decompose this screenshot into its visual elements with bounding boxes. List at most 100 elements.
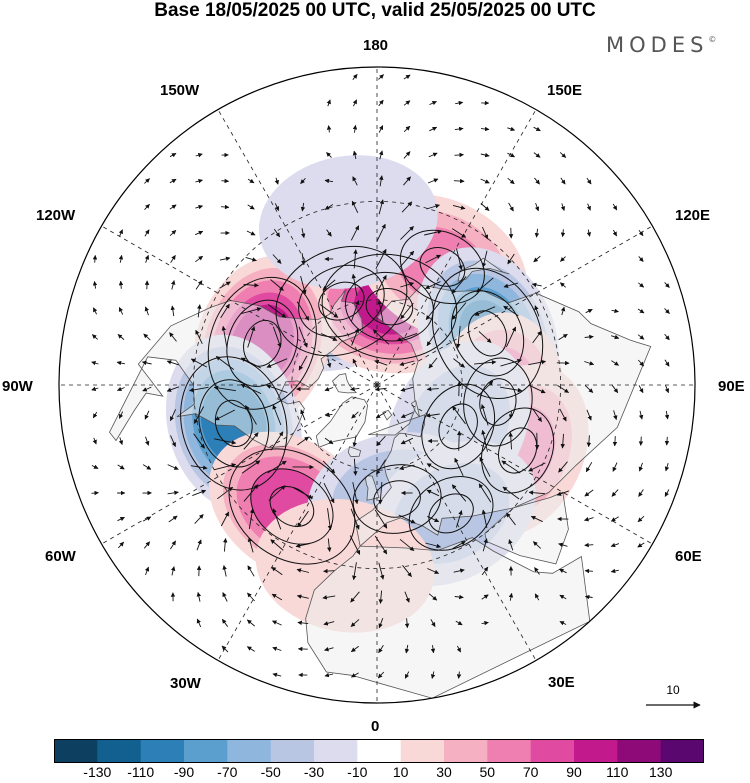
wind-arrow: [272, 254, 282, 264]
wind-arrow: [637, 515, 645, 523]
wind-arrow: [325, 412, 333, 418]
wind-arrow: [664, 489, 670, 497]
wind-arrow: [170, 435, 176, 448]
wind-arrow: [246, 646, 255, 652]
wind-arrow: [429, 126, 438, 132]
wind-arrow: [170, 255, 176, 263]
wind-arrow: [144, 306, 150, 316]
streamline: [365, 288, 414, 326]
streamline: [352, 464, 442, 534]
wind-arrow: [322, 279, 336, 291]
wind-arrow: [430, 619, 436, 627]
colorbar-swatch: [140, 739, 185, 763]
wind-arrow: [221, 325, 228, 348]
wind-arrow: [399, 360, 415, 367]
anomaly-level: [258, 155, 438, 289]
colorbar-tick-label: 90: [566, 764, 582, 780]
wind-arrow: [455, 100, 464, 106]
colorbar-tick-label: 110: [606, 764, 629, 780]
wind-arrow: [272, 508, 282, 530]
parallel-line: [291, 299, 463, 471]
wind-arrow: [351, 411, 359, 419]
wind-arrow: [143, 541, 151, 549]
wind-arrow: [221, 204, 230, 210]
wind-arrow: [91, 490, 99, 496]
wind-arrow: [481, 429, 488, 452]
wind-arrow: [300, 202, 306, 212]
wind-arrow: [169, 178, 177, 184]
wind-arrow: [167, 490, 179, 496]
wind-arrow: [456, 645, 461, 653]
streamline: [269, 486, 315, 527]
meridian-line: [217, 109, 378, 386]
streamline: [198, 379, 270, 468]
wind-arrow: [584, 361, 595, 366]
wind-arrow: [326, 229, 332, 237]
wind-arrow: [428, 593, 438, 601]
copyright-mark: ©: [708, 35, 717, 44]
wind-arrow: [301, 253, 306, 266]
wind-arrow: [377, 299, 384, 322]
wind-arrow: [116, 386, 125, 392]
wind-arrow: [144, 229, 150, 237]
wind-arrow: [612, 229, 617, 237]
wind-arrow: [533, 152, 541, 158]
wind-arrow: [144, 254, 150, 263]
colorbar-tick-label: -70: [217, 764, 238, 780]
wind-arrow: [295, 543, 310, 548]
streamline: [250, 468, 334, 545]
colorbar-swatch: [400, 739, 445, 763]
wind-arrow: [297, 620, 309, 626]
wind-arrow: [399, 250, 415, 268]
wind-arrow: [584, 334, 594, 340]
wind-arrow: [375, 411, 387, 419]
wind-arrow: [480, 203, 490, 211]
wind-arrow: [455, 620, 463, 626]
colorbar-tick-label: -30: [303, 764, 325, 780]
wind-arrow: [246, 230, 256, 236]
wind-arrow: [350, 645, 359, 653]
wind-arrow: [374, 360, 388, 366]
meridian-line: [376, 109, 537, 386]
wind-arrow: [454, 594, 464, 600]
lat-lon-grid: [59, 67, 695, 703]
wind-arrow: [274, 203, 280, 212]
meridian-line: [376, 225, 653, 386]
wind-arrow: [533, 126, 541, 132]
wind-arrow: [353, 249, 358, 269]
wind-arrow: [452, 204, 466, 210]
wind-arrow: [456, 248, 463, 270]
colorbar-tick-label: 10: [392, 764, 409, 780]
wind-arrow: [508, 432, 513, 450]
wind-arrow: [193, 406, 205, 424]
wind-arrow: [508, 539, 514, 551]
wind-arrow: [378, 99, 384, 107]
wind-arrow: [425, 281, 441, 289]
wind-arrow: [378, 199, 385, 215]
wind-arrow: [195, 153, 203, 158]
wind-arrow: [428, 152, 438, 158]
wind-arrow: [323, 482, 335, 504]
land-iceland: [347, 446, 362, 458]
colorbar-swatch: [444, 739, 488, 763]
wind-arrow: [425, 542, 442, 549]
wind-arrow: [476, 277, 494, 293]
wind-arrow: [192, 489, 207, 497]
wind-arrow: [451, 484, 467, 502]
wind-arrow: [91, 334, 98, 340]
wind-arrow: [531, 282, 542, 288]
wind-arrow: [372, 329, 390, 345]
wind-arrow: [352, 482, 359, 505]
wind-arrow: [378, 562, 385, 580]
wind-arrow: [248, 508, 255, 530]
wind-arrow: [534, 177, 540, 185]
wind-arrow: [327, 538, 332, 552]
wind-arrow: [559, 152, 567, 158]
wind-arrow: [92, 254, 98, 263]
wind-arrow: [142, 516, 152, 522]
wind-arrow: [378, 150, 384, 160]
wind-arrow: [92, 280, 98, 289]
wind-arrow: [479, 456, 491, 477]
wind-arrow: [506, 512, 516, 526]
wind-arrow: [351, 327, 360, 346]
